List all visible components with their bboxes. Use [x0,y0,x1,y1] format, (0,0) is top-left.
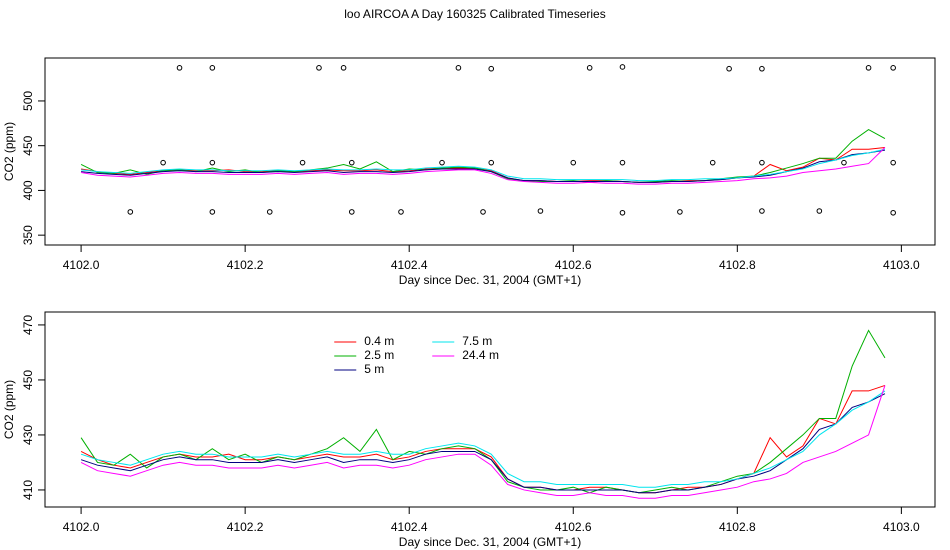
scatter-point [455,65,462,71]
scatter-point [488,159,495,166]
y-tick-label: 450 [21,135,35,155]
x-tick-label: 4103.0 [883,258,920,272]
scatter-point [488,65,495,72]
y-axis-label: CO2 (ppm) [2,122,16,181]
series-line [81,146,886,183]
y-tick-label: 410 [21,480,35,500]
scatter-point [176,65,183,71]
plot-box [44,57,936,246]
scatter-point [619,64,626,70]
scatter-point [890,209,896,216]
chart-title: loo AIRCOA A Day 160325 Calibrated Times… [344,7,605,21]
scatter-point [890,65,896,71]
scatter-point [209,209,216,215]
scatter-point [890,159,896,166]
x-tick-label: 4102.0 [63,258,100,272]
scatter-point [266,209,273,215]
scatter-point [570,159,577,166]
scatter-point [127,209,134,215]
scatter-point [480,209,486,215]
x-tick-label: 4102.2 [227,258,264,272]
series-line [81,149,886,183]
series-line [81,147,886,185]
scatter-point [677,209,683,215]
scatter-point [340,65,347,71]
x-tick-label: 4102.8 [719,258,756,272]
scatter-point [759,208,765,214]
x-tick-label: 4103.0 [883,520,920,534]
scatter-point [316,65,322,71]
x-axis-label: Day since Dec. 31, 2004 (GMT+1) [399,535,581,549]
series-line [81,148,886,182]
scatter-point [726,65,732,72]
y-axis-label: CO2 (ppm) [2,380,16,439]
y-tick-label: 500 [21,91,35,111]
scatter-point [209,65,216,71]
y-tick-label: 450 [21,370,35,390]
x-axis-label: Day since Dec. 31, 2004 (GMT+1) [399,273,581,287]
scatter-point [299,159,306,166]
scatter-point [160,159,166,166]
x-tick-label: 4102.6 [555,258,592,272]
y-tick-label: 470 [21,315,35,335]
scatter-point [348,209,355,215]
y-tick-label: 350 [21,225,35,245]
scatter-point [841,159,847,166]
scatter-point [348,159,355,166]
legend-label: 0.4 m [364,334,394,348]
scatter-point [398,209,404,215]
legend-label: 24.4 m [462,348,499,362]
legend-label: 7.5 m [462,334,492,348]
plot-box [44,311,936,508]
x-tick-label: 4102.2 [227,520,264,534]
scatter-point [619,209,626,216]
y-tick-label: 400 [21,180,35,200]
scatter-point [709,159,716,166]
series-line [80,393,886,494]
legend-label: 5 m [364,362,384,376]
scatter-point [586,65,593,71]
scatter-point [209,159,216,166]
scatter-point [439,159,445,166]
scatter-point [865,65,872,71]
scatter-point [619,159,626,166]
scatter-point [537,208,544,214]
x-tick-label: 4102.4 [391,258,428,272]
scatter-point [759,159,765,166]
y-tick-label: 430 [21,425,35,445]
x-tick-label: 4102.4 [391,520,428,534]
legend-label: 2.5 m [364,348,394,362]
x-tick-label: 4102.6 [555,520,592,534]
series-line [80,385,886,499]
scatter-point [816,208,823,214]
x-tick-label: 4102.0 [63,520,100,534]
scatter-point [759,65,765,72]
series-line [80,384,886,494]
series-line [80,390,886,488]
x-tick-label: 4102.8 [719,520,756,534]
